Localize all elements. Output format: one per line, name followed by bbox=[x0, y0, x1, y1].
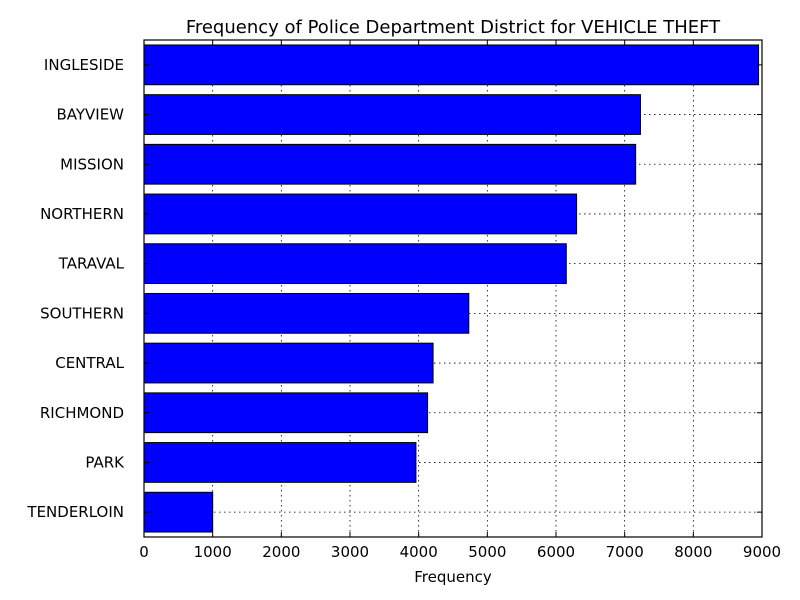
bar-ingleside bbox=[143, 44, 760, 86]
y-tick-label: MISSION bbox=[60, 155, 124, 173]
x-tick-label: 0 bbox=[139, 543, 149, 561]
bar-richmond bbox=[143, 392, 429, 434]
x-tick-label: 1000 bbox=[194, 543, 232, 561]
ticks bbox=[143, 40, 763, 537]
y-tick-label: CENTRAL bbox=[55, 354, 124, 372]
y-tick-label: TARAVAL bbox=[58, 255, 125, 273]
y-tick-labels: INGLESIDE BAYVIEW MISSION NORTHERN TARAVAL SO… bbox=[26, 56, 125, 521]
y-tick-label: RICHMOND bbox=[40, 404, 124, 422]
x-tick-label: 6000 bbox=[537, 543, 575, 561]
y-tick-label: PARK bbox=[85, 453, 125, 471]
bar-tenderloin bbox=[143, 491, 214, 533]
x-tick-label: 3000 bbox=[331, 543, 369, 561]
y-tick-label: INGLESIDE bbox=[44, 56, 124, 74]
x-tick-label: 5000 bbox=[468, 543, 506, 561]
bars bbox=[143, 44, 760, 533]
x-tick-labels: 0 1000 2000 3000 4000 5000 6000 7000 8000 9000 bbox=[139, 543, 781, 561]
bar-central bbox=[143, 342, 434, 384]
bar-southern bbox=[143, 292, 470, 334]
y-tick-label: TENDERLOIN bbox=[26, 503, 124, 521]
y-tick-label: SOUTHERN bbox=[40, 304, 124, 322]
x-tick-label: 4000 bbox=[400, 543, 438, 561]
x-tick-label: 7000 bbox=[606, 543, 644, 561]
x-tick-label: 9000 bbox=[743, 543, 781, 561]
bar-bayview bbox=[143, 94, 641, 135]
y-tick-label: BAYVIEW bbox=[56, 106, 124, 124]
bar-mission bbox=[143, 143, 637, 185]
x-tick-label: 2000 bbox=[262, 543, 300, 561]
bar-park bbox=[143, 442, 417, 483]
x-tick-label: 8000 bbox=[674, 543, 712, 561]
y-tick-label: NORTHERN bbox=[40, 205, 124, 223]
x-axis-label: Frequency bbox=[414, 568, 492, 586]
plot-frame bbox=[143, 39, 763, 538]
chart-title: Frequency of Police Department District … bbox=[186, 17, 721, 38]
bar-northern bbox=[143, 193, 578, 235]
bar-taraval bbox=[143, 243, 567, 285]
